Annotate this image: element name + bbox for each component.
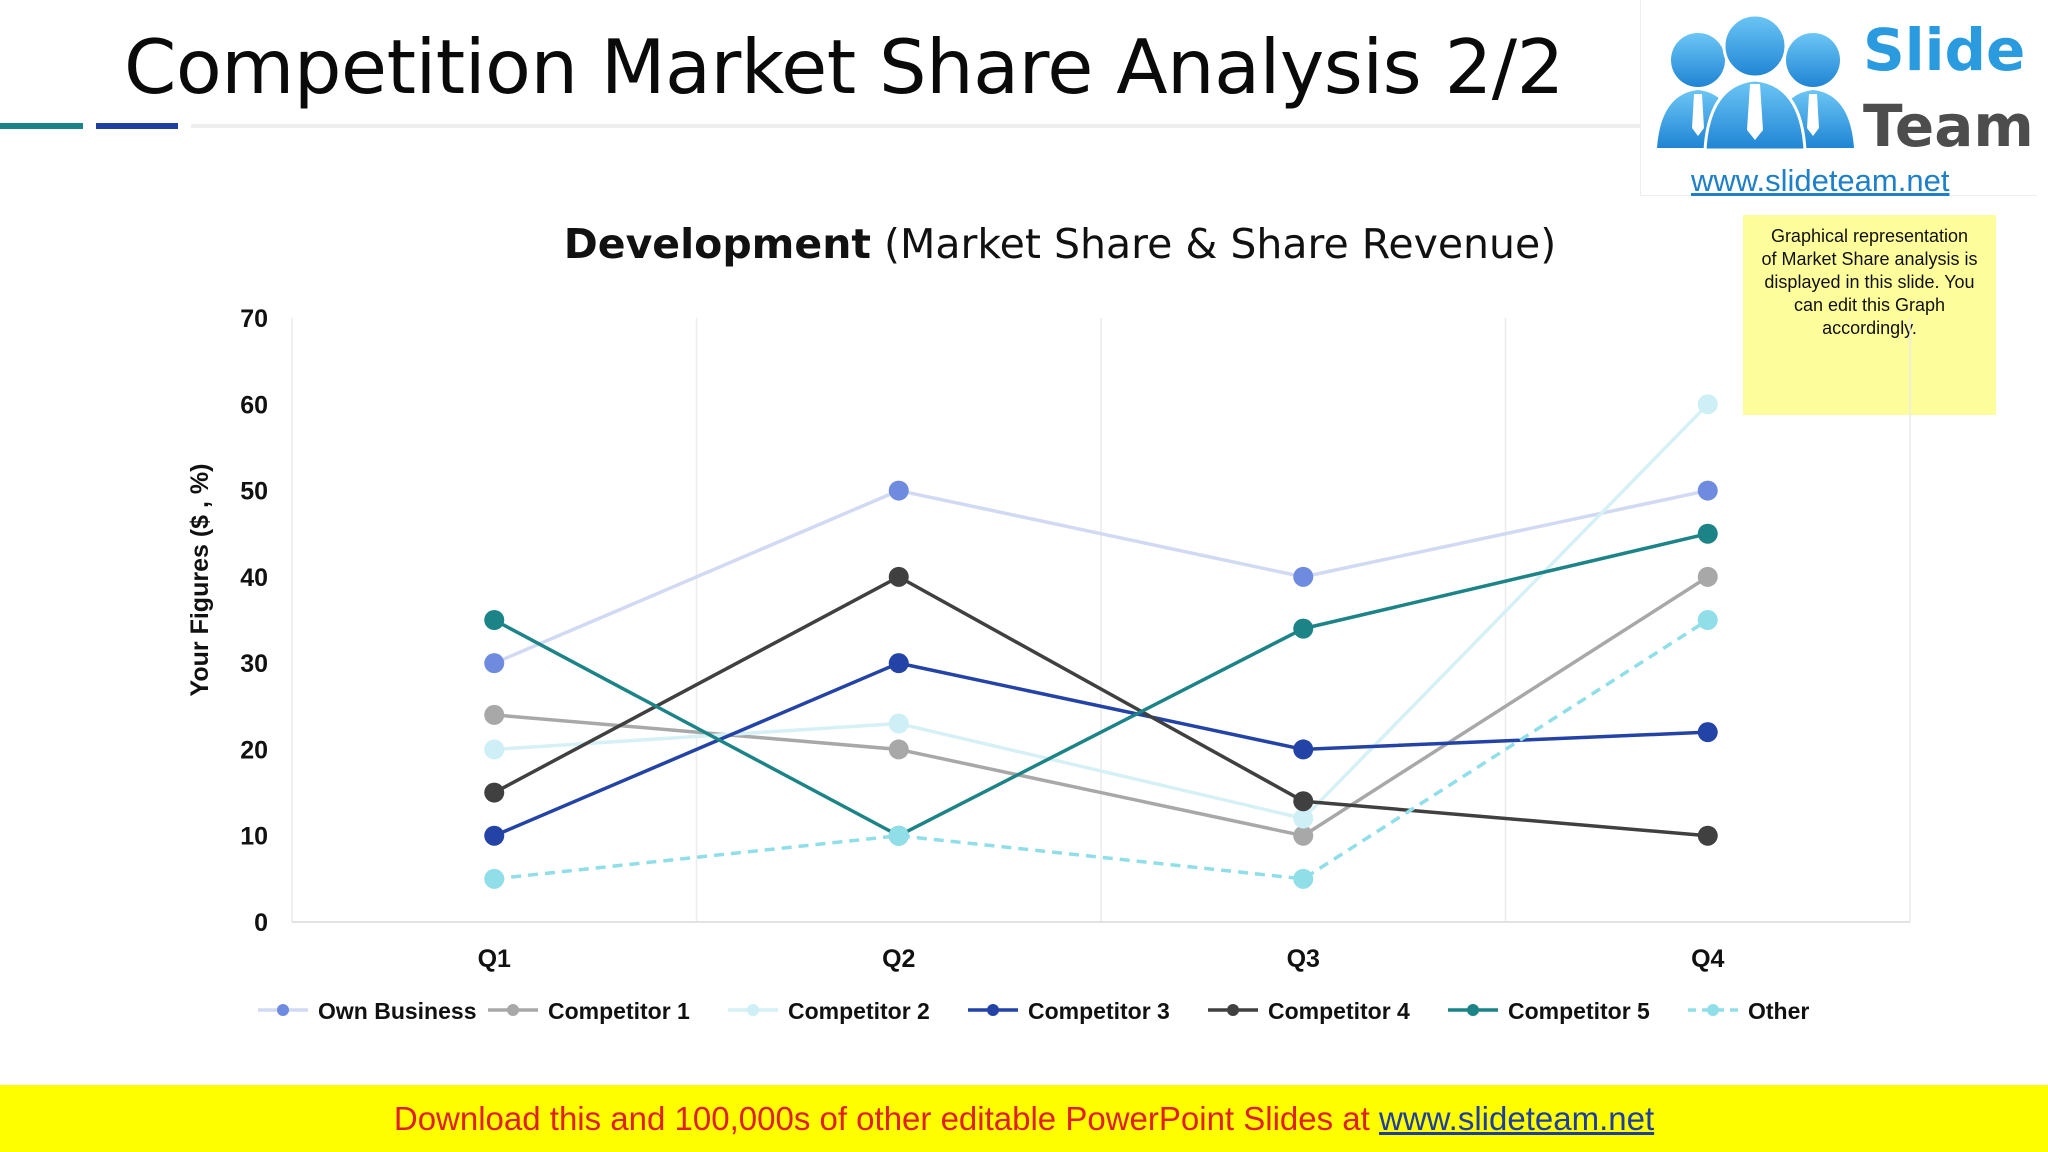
legend-marker — [987, 1004, 999, 1016]
legend-label: Competitor 2 — [788, 998, 930, 1024]
title-underline-navy — [96, 123, 178, 129]
logo-word-slide: Slide — [1863, 16, 2026, 84]
sticky-note: Graphical representation of Market Share… — [1743, 215, 1996, 415]
logo-word-team: Team — [1863, 92, 2034, 160]
series-competitor-3 — [484, 653, 1718, 846]
y-tick-label: 70 — [240, 305, 268, 333]
series-line — [494, 575, 1709, 838]
data-point — [888, 739, 909, 760]
data-point — [1697, 394, 1718, 415]
legend-label: Own Business — [318, 998, 476, 1024]
legend: Own Business Competitor 1 Competitor 2 Comp… — [258, 998, 1809, 1024]
x-tick-label: Q3 — [1287, 945, 1320, 973]
data-point — [1293, 618, 1314, 639]
data-point — [1293, 808, 1314, 829]
data-point — [888, 713, 909, 734]
legend-label: Competitor 3 — [1028, 998, 1170, 1024]
data-point — [484, 610, 505, 630]
legend-marker — [277, 1004, 289, 1016]
three-people-logo-icon — [1657, 13, 1854, 150]
title-underline-grey — [191, 124, 1641, 128]
banner-text: Download this and 100,000s of other edit… — [393, 1100, 1379, 1137]
series-other — [484, 610, 1718, 889]
legend-item: Own Business — [258, 998, 476, 1024]
slideteam-logo[interactable]: Slide Team www.slideteam.net — [1640, 0, 2037, 198]
legend-label: Other — [1748, 998, 1809, 1024]
series-competitor-1 — [484, 566, 1718, 846]
legend-item: Competitor 1 — [488, 998, 690, 1024]
grid-layer — [291, 318, 1911, 923]
logo-url-link[interactable]: www.slideteam.net — [1691, 163, 1950, 198]
data-point — [1293, 825, 1314, 846]
series-layer — [484, 394, 1718, 889]
legend-label: Competitor 5 — [1508, 998, 1650, 1024]
data-point — [484, 739, 505, 760]
line-chart: Development (Market Share & Share Revenu… — [186, 220, 1911, 1024]
y-tick-label: 0 — [254, 909, 268, 937]
series-competitor-4 — [484, 566, 1718, 846]
legend-item: Competitor 2 — [728, 998, 930, 1024]
legend-marker — [507, 1004, 519, 1016]
legend-label: Competitor 1 — [548, 998, 690, 1024]
series-line — [493, 532, 1709, 838]
series-competitor-2 — [484, 394, 1718, 829]
y-tick-label: 20 — [240, 736, 268, 764]
y-tick-label: 10 — [240, 823, 268, 851]
legend-item: Competitor 5 — [1448, 998, 1650, 1024]
x-tick-label: Q2 — [882, 945, 915, 973]
data-point — [888, 480, 909, 501]
data-point — [1697, 566, 1718, 587]
y-tick-label: 40 — [240, 564, 268, 592]
data-point — [888, 653, 909, 674]
legend-item: Other — [1688, 998, 1809, 1024]
series-line — [493, 575, 1708, 838]
data-point — [484, 704, 505, 725]
data-point — [1697, 825, 1718, 846]
tick-layer: 0 10 20 30 40 50 60 70 Q1 Q2 Q3 Q4 — [240, 305, 1724, 973]
data-point — [484, 782, 505, 803]
banner-link[interactable]: www.slideteam.net — [1379, 1100, 1655, 1137]
chart-title-rest: (Market Share & Share Revenue) — [871, 220, 1556, 268]
title-underline-teal — [0, 123, 83, 129]
data-point — [1697, 610, 1718, 630]
chart-title-bold: Development — [564, 220, 871, 268]
data-point — [1293, 791, 1314, 812]
series-own-business — [484, 480, 1718, 674]
page-title: Competition Market Share Analysis 2/2 — [124, 23, 1564, 111]
series-line — [494, 403, 1710, 821]
y-axis-label: Your Figures ($ , %) — [186, 464, 214, 697]
data-point — [484, 653, 505, 674]
legend-marker — [1707, 1004, 1719, 1016]
data-point — [484, 825, 505, 846]
legend-marker — [1467, 1004, 1479, 1016]
data-point — [1697, 722, 1718, 743]
data-point — [1697, 480, 1718, 501]
data-point — [1293, 868, 1314, 889]
legend-marker — [747, 1004, 759, 1016]
y-tick-label: 60 — [240, 391, 268, 419]
legend-item: Competitor 4 — [1208, 998, 1410, 1024]
data-point — [888, 566, 909, 587]
data-point — [484, 868, 505, 889]
series-line — [493, 488, 1709, 665]
data-point — [1293, 739, 1314, 760]
legend-marker — [1227, 1004, 1239, 1016]
download-banner: Download this and 100,000s of other edit… — [0, 1085, 2048, 1152]
x-tick-label: Q4 — [1691, 945, 1724, 973]
chart-title: Development (Market Share & Share Revenu… — [564, 220, 1557, 268]
data-point — [888, 825, 909, 846]
y-tick-label: 50 — [240, 478, 268, 506]
legend-label: Competitor 4 — [1268, 998, 1410, 1024]
data-point — [1697, 523, 1718, 544]
data-point — [1293, 566, 1314, 587]
series-line — [493, 661, 1708, 838]
legend-item: Competitor 3 — [968, 998, 1170, 1024]
y-tick-label: 30 — [240, 650, 268, 678]
x-tick-label: Q1 — [478, 945, 511, 973]
